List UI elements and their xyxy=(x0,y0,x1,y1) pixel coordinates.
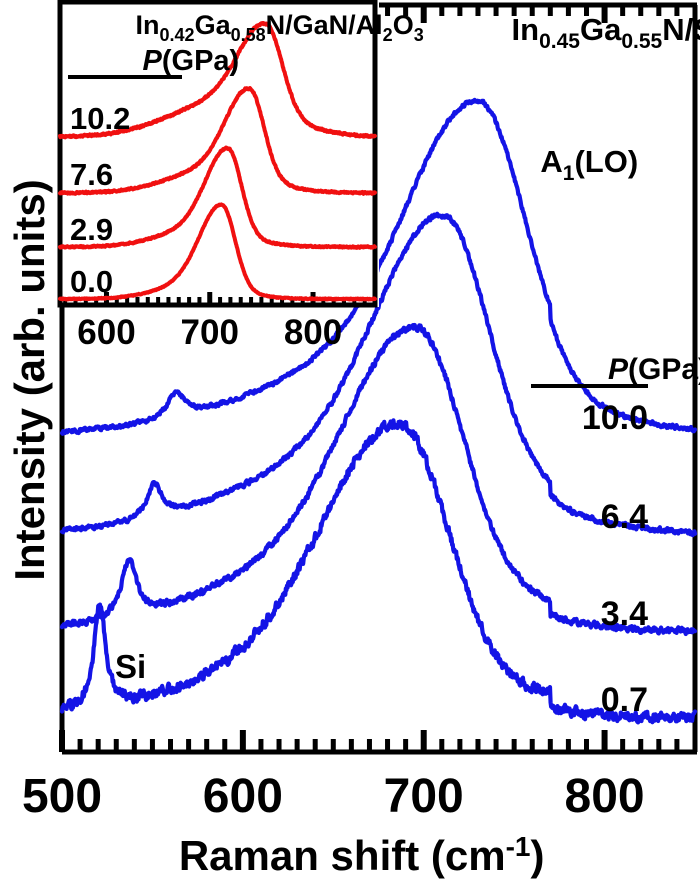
a1-lo-peak-label: A1(LO) xyxy=(464,144,698,185)
svg-text:Si: Si xyxy=(115,648,146,685)
pressure-label: 6.4 xyxy=(601,498,648,536)
x-axis-title: Raman shift (cm-1) xyxy=(74,831,626,879)
inset-pressure-label: 0.0 xyxy=(70,264,113,299)
inset-x-tick-label: 600 xyxy=(77,313,135,352)
inset-x-tick-labels: 600 700 800 xyxy=(77,313,342,352)
main-title-tail: N/Si xyxy=(662,12,700,47)
inset-title: In0.42Ga0.58N/GaN/Al2O3 xyxy=(68,10,476,47)
inset-title-sub4: 3 xyxy=(414,25,424,45)
pressure-label: 3.4 xyxy=(601,595,648,633)
x-tick-label: 500 xyxy=(22,770,102,823)
main-pressure-header-tail: (GPa) xyxy=(628,353,700,386)
inset-spectrum-trace xyxy=(58,145,377,250)
svg-text:In0.45Ga0.55N/Si: In0.45Ga0.55N/Si xyxy=(434,12,700,53)
si-peak-label: Si xyxy=(115,648,146,685)
inset-pressure-header-tail: (GPa) xyxy=(162,45,239,77)
inset-title-ga: Ga xyxy=(195,10,232,40)
inset-spectrum-trace xyxy=(58,86,377,196)
inset-plot-frame xyxy=(57,0,378,308)
inset-title-sub2: 0.58 xyxy=(231,25,266,45)
svg-text:P(GPa): P(GPa) xyxy=(70,45,296,77)
main-pressure-header: P(GPa) xyxy=(531,353,700,388)
inset-pressure-header: P(GPa) xyxy=(68,45,296,79)
main-title-sub2: 0.55 xyxy=(621,30,662,53)
inset-pressure-label: 7.6 xyxy=(70,157,113,192)
main-trace-labels: 10.0 6.4 3.4 0.7 xyxy=(582,399,648,719)
main-title-in: In xyxy=(512,12,540,47)
inset-pressure-header-p: P xyxy=(143,45,163,77)
inset-spectrum-trace xyxy=(58,202,377,302)
inset-title-mid: N/GaN/Al xyxy=(266,10,383,40)
x-tick-label: 600 xyxy=(203,770,283,823)
x-tick-label: 800 xyxy=(565,770,645,823)
main-title-sub1: 0.45 xyxy=(539,30,580,53)
a1-lo-label-sub: 1 xyxy=(563,162,575,185)
inset-title-in: In xyxy=(136,10,160,40)
y-axis-title: Intensity (arb. units) xyxy=(6,179,53,580)
main-x-tick-labels: 500 600 700 800 xyxy=(22,770,645,823)
main-spectra-traces xyxy=(59,97,698,725)
svg-text:In0.42Ga0.58N/GaN/Al2O3: In0.42Ga0.58N/GaN/Al2O3 xyxy=(68,10,476,47)
inset-x-tick-label: 700 xyxy=(181,313,239,352)
x-tick-label: 700 xyxy=(384,770,464,823)
inset-trace-labels: 10.2 7.6 2.9 0.0 xyxy=(70,101,130,299)
svg-text:A1(LO): A1(LO) xyxy=(464,144,698,185)
inset-title-sub1: 0.42 xyxy=(160,25,195,45)
spectrum-trace xyxy=(59,211,698,538)
inset-spectra-traces xyxy=(58,20,377,302)
main-pressure-header-p: P xyxy=(608,353,629,386)
pressure-label: 0.7 xyxy=(601,681,648,719)
pressure-label: 10.0 xyxy=(582,399,648,437)
a1-lo-label-a: A xyxy=(540,144,562,179)
inset-pressure-label: 2.9 xyxy=(70,212,113,247)
x-axis-title-sup: -1 xyxy=(506,831,531,862)
inset-spectrum-trace xyxy=(58,20,377,140)
inset-x-tick-label: 800 xyxy=(284,313,342,352)
x-axis-title-main: Raman shift (cm xyxy=(179,832,506,879)
inset-x-ticks xyxy=(63,292,367,305)
inset-title-sub3: 2 xyxy=(383,25,393,45)
inset-pressure-label: 10.2 xyxy=(70,101,130,136)
a1-lo-label-tail: (LO) xyxy=(574,144,638,179)
spectrum-trace xyxy=(59,322,698,637)
svg-text:Raman shift (cm-1): Raman shift (cm-1) xyxy=(74,831,626,879)
main-title: In0.45Ga0.55N/Si xyxy=(434,12,700,53)
svg-text:P(GPa): P(GPa) xyxy=(533,353,700,386)
inset-title-o: O xyxy=(393,10,414,40)
spectrum-trace xyxy=(59,418,698,725)
svg-text:Intensity (arb. units): Intensity (arb. units) xyxy=(6,179,53,580)
main-title-ga: Ga xyxy=(580,12,622,47)
x-axis-title-tail: ) xyxy=(530,832,544,879)
